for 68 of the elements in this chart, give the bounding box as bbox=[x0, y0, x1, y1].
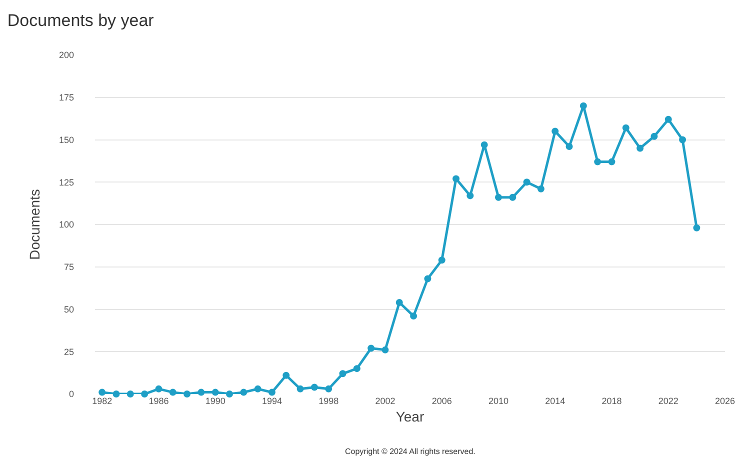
point bbox=[509, 194, 516, 201]
y-tick-label: 0 bbox=[68, 389, 74, 400]
y-axis-title: Documents bbox=[26, 189, 43, 260]
y-tick-label: 25 bbox=[64, 346, 74, 357]
y-tick-label: 125 bbox=[58, 177, 74, 188]
chart-title: Documents by year bbox=[7, 10, 154, 30]
point bbox=[325, 385, 332, 392]
point bbox=[693, 224, 700, 232]
point bbox=[169, 388, 176, 396]
y-tick-label: 150 bbox=[58, 134, 74, 145]
point bbox=[480, 141, 488, 148]
point bbox=[141, 390, 148, 398]
y-tick-label: 50 bbox=[64, 304, 74, 314]
point bbox=[396, 298, 403, 306]
point bbox=[466, 192, 474, 200]
x-tick-label: 2022 bbox=[658, 396, 678, 406]
x-tick-label: 1986 bbox=[148, 396, 169, 406]
point bbox=[679, 136, 686, 144]
point bbox=[240, 388, 248, 396]
x-tick-label: 1982 bbox=[92, 396, 112, 406]
point bbox=[664, 116, 672, 123]
point bbox=[126, 390, 134, 398]
text: Copyright © 2024 All rights reserved. bbox=[345, 447, 476, 456]
x-tick-label: 1998 bbox=[318, 396, 339, 406]
point bbox=[212, 388, 219, 396]
point bbox=[636, 144, 644, 152]
x-tick-label: 2002 bbox=[375, 396, 396, 406]
point bbox=[452, 175, 460, 182]
point bbox=[112, 390, 120, 398]
y-tick-label: 175 bbox=[58, 92, 74, 103]
x-tick-label: 1994 bbox=[262, 396, 282, 406]
point bbox=[650, 132, 658, 140]
x-tick-label: 2014 bbox=[545, 396, 566, 406]
x-tick-label: 2010 bbox=[488, 396, 508, 406]
y-tick-label: 75 bbox=[64, 262, 74, 272]
y-tick-label: 100 bbox=[58, 220, 74, 230]
x-tick-label: 1990 bbox=[205, 396, 226, 406]
point bbox=[282, 372, 290, 379]
point bbox=[438, 256, 446, 264]
point bbox=[494, 194, 502, 201]
point bbox=[226, 390, 233, 398]
point bbox=[268, 388, 276, 396]
x-tick-label: 2018 bbox=[602, 396, 622, 406]
point bbox=[523, 178, 530, 186]
point bbox=[566, 143, 573, 150]
point bbox=[254, 385, 262, 392]
point bbox=[310, 384, 318, 391]
point bbox=[594, 158, 602, 166]
x-tick-label: 2026 bbox=[714, 396, 736, 406]
point bbox=[552, 128, 559, 135]
point bbox=[622, 124, 630, 132]
point bbox=[410, 312, 418, 320]
x-axis-title: Year bbox=[396, 408, 424, 424]
point bbox=[608, 158, 616, 166]
point bbox=[184, 390, 191, 398]
point bbox=[368, 344, 375, 352]
point bbox=[537, 185, 544, 192]
point bbox=[339, 370, 346, 378]
point bbox=[296, 385, 304, 392]
point bbox=[98, 388, 106, 396]
point bbox=[580, 102, 587, 110]
point bbox=[353, 365, 360, 372]
point bbox=[155, 385, 162, 392]
point bbox=[382, 346, 389, 354]
point bbox=[198, 388, 205, 396]
point bbox=[424, 275, 432, 282]
y-tick-label: 200 bbox=[58, 50, 74, 60]
x-tick-label: 2006 bbox=[432, 396, 452, 406]
